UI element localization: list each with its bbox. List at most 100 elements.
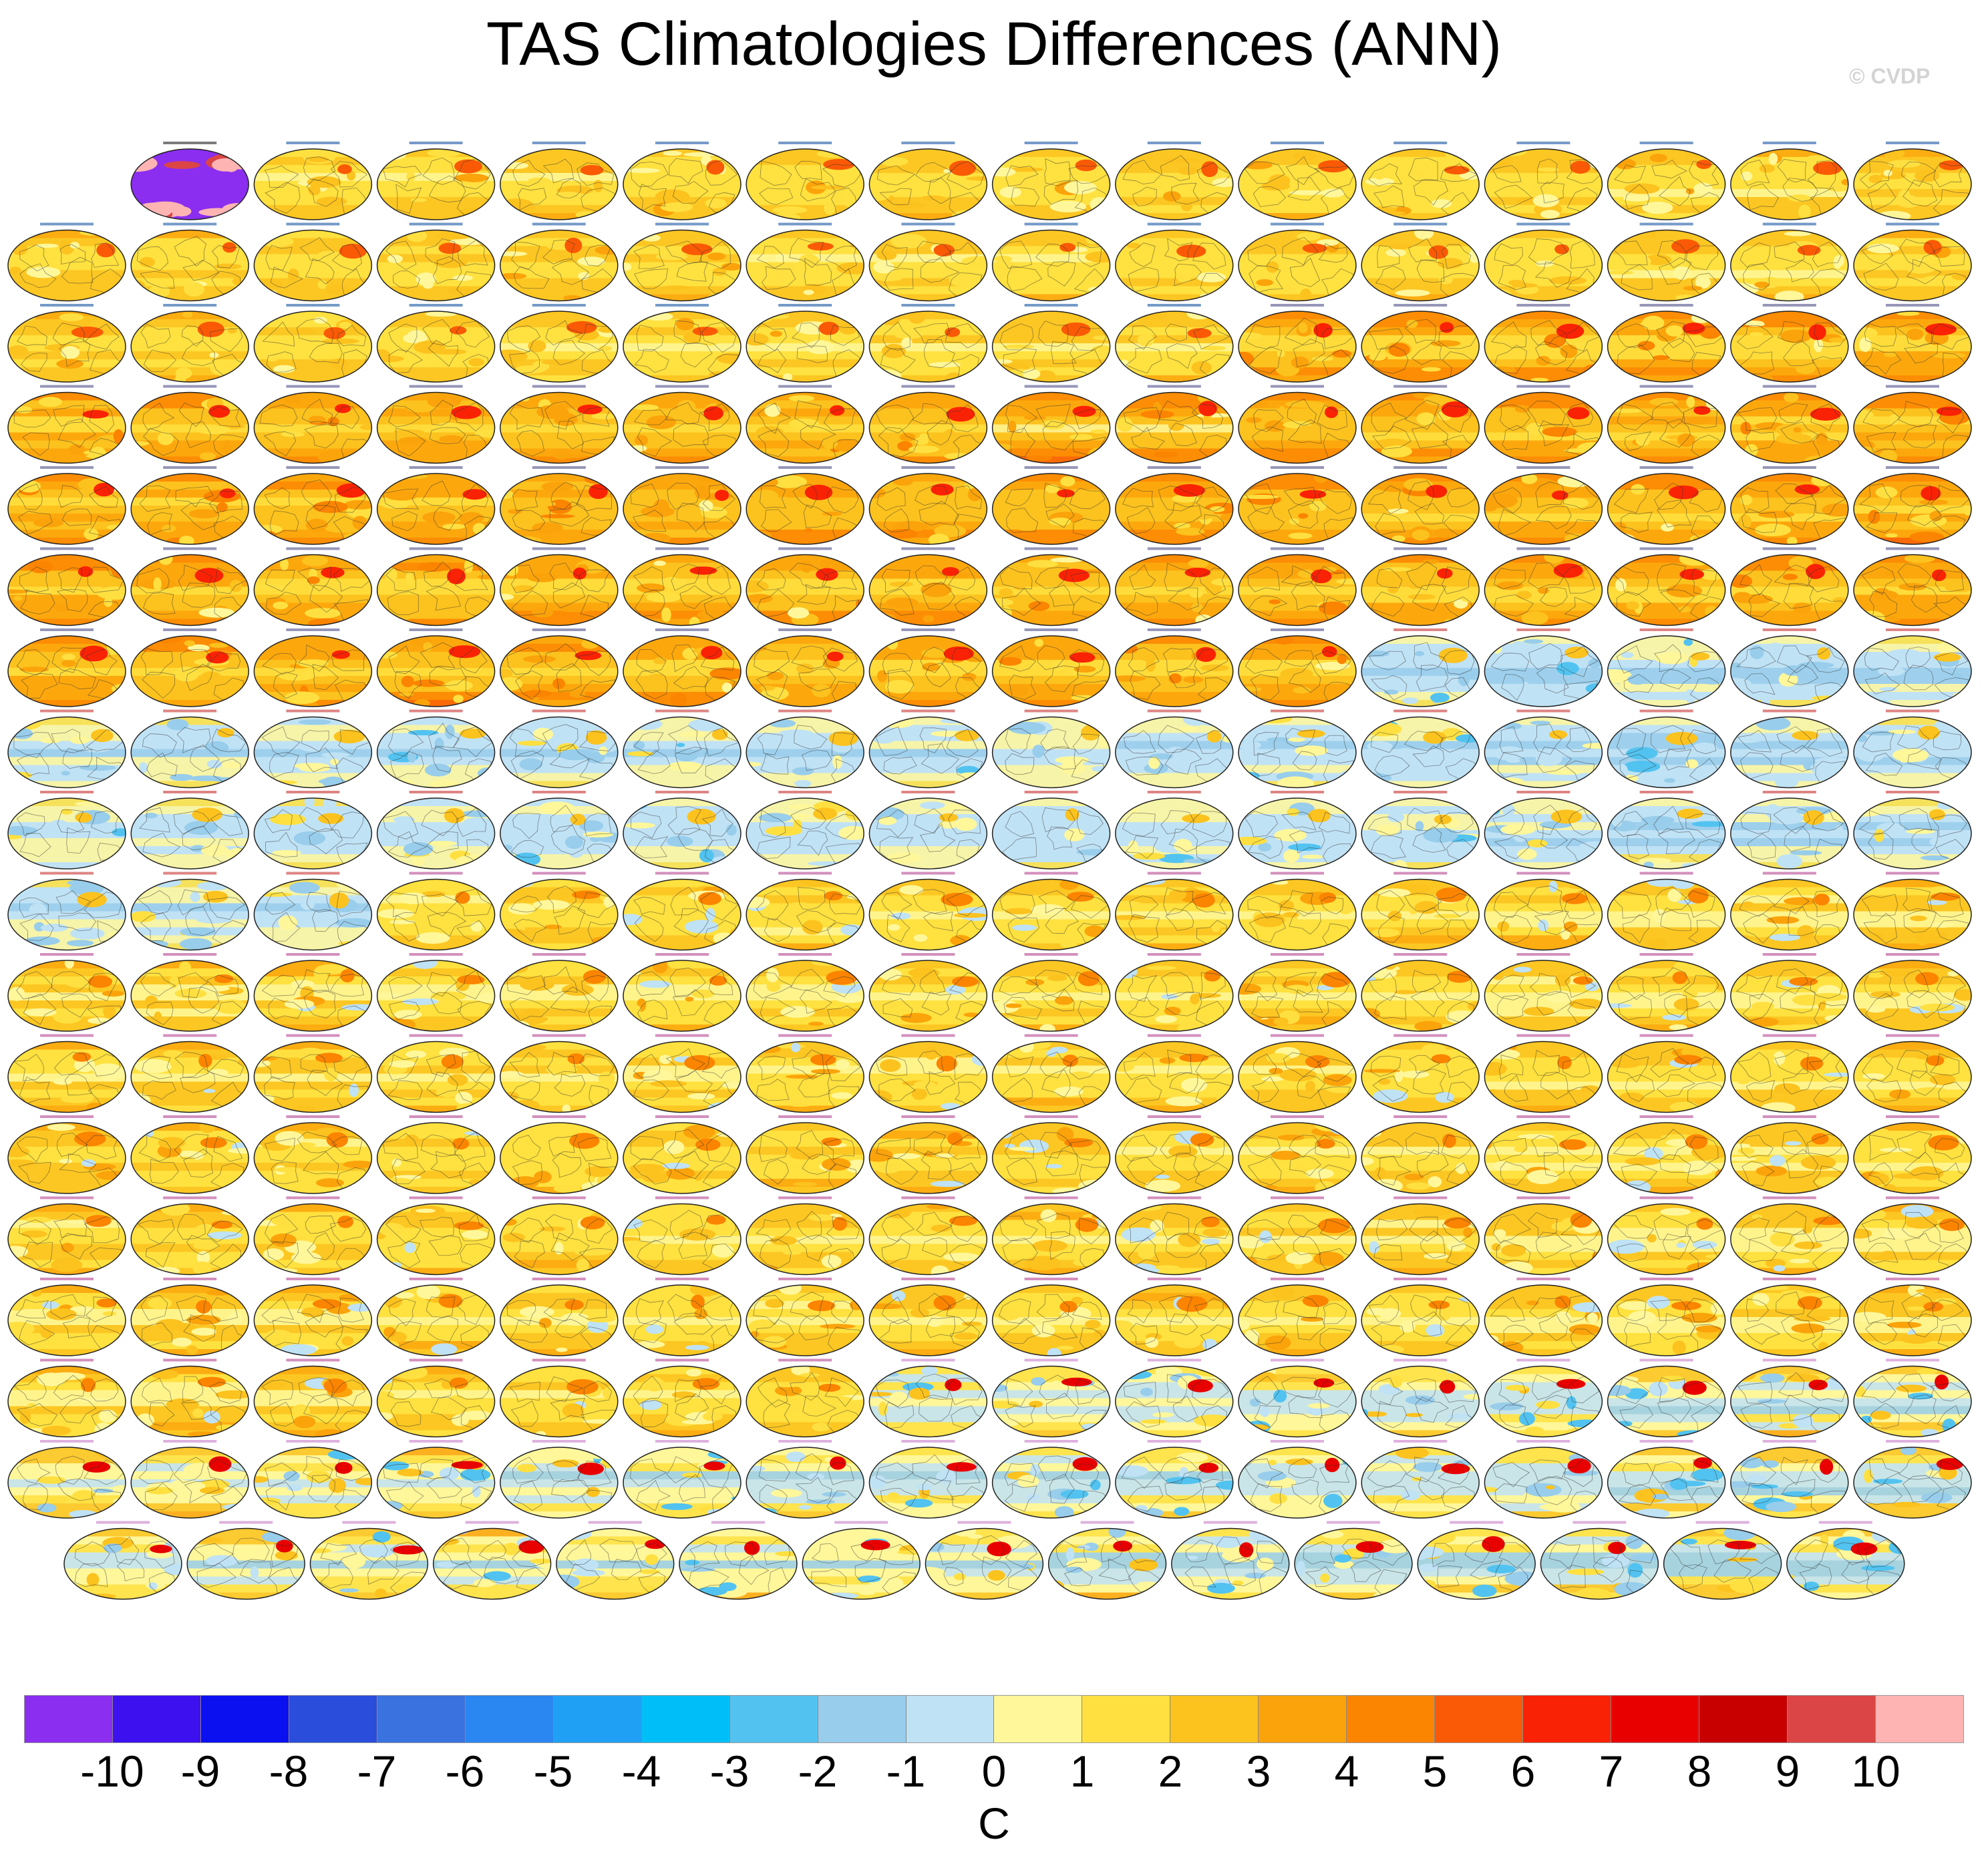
- panel-title: [286, 709, 340, 713]
- panel-title: [532, 385, 586, 388]
- panel-title: [286, 628, 340, 631]
- map-panel: [1730, 953, 1849, 1032]
- panel-title: [778, 1440, 832, 1443]
- page-title: TAS Climatologies Differences (ANN): [486, 10, 1502, 78]
- colorbar-tick-label: 8: [1687, 1746, 1712, 1796]
- map-panel: [1730, 872, 1849, 951]
- panel-title: [655, 142, 709, 144]
- panel-title: [901, 1278, 955, 1280]
- map-panel: [1115, 1278, 1234, 1356]
- panel-title: [901, 1115, 955, 1118]
- map-panel: [1238, 872, 1357, 951]
- panel-title: [1639, 1278, 1693, 1280]
- map-panel: [253, 1115, 373, 1194]
- map-panel: [376, 466, 496, 545]
- map-panel: [991, 1278, 1111, 1356]
- panel-title: [901, 466, 955, 469]
- colorbar-tick-label: 9: [1775, 1746, 1800, 1796]
- map-panel: [253, 222, 373, 302]
- panel-title: [163, 709, 217, 713]
- map-panel: [1730, 1034, 1849, 1113]
- map-panel: [1730, 304, 1849, 383]
- panel-title: [1818, 1521, 1872, 1524]
- map-panel: [1607, 1115, 1726, 1194]
- panel-title: [901, 1358, 955, 1362]
- map-panel: [1361, 791, 1480, 870]
- map-panel: [376, 1358, 496, 1438]
- panel-title: [1886, 1278, 1939, 1280]
- panel-title: [409, 142, 463, 144]
- panel-title: [1639, 142, 1693, 144]
- panel-title: [1080, 1521, 1134, 1524]
- panel-title: [1203, 1521, 1257, 1524]
- panel-title: [40, 385, 94, 388]
- panel-title: [1024, 1440, 1078, 1443]
- map-panel: [1115, 628, 1234, 707]
- map-panel: [1540, 1521, 1659, 1600]
- panel-title: [1639, 791, 1693, 793]
- panel-title: [1639, 1196, 1693, 1199]
- panel-title: [1393, 1196, 1448, 1199]
- map-panel: [868, 466, 988, 545]
- map-panel: [746, 1115, 864, 1194]
- panel-title: [532, 1278, 586, 1280]
- colorbar-box: [1259, 1696, 1347, 1742]
- panel-title: [1516, 1196, 1570, 1199]
- panel-title: [778, 1115, 832, 1118]
- colorbar-tick-label: 3: [1246, 1746, 1271, 1796]
- panel-title: [1147, 1358, 1201, 1362]
- map-panel: [1115, 142, 1234, 220]
- map-panel: [253, 142, 373, 220]
- panel-title: [778, 1196, 832, 1199]
- panel-title: [1639, 547, 1693, 550]
- map-panel: [868, 304, 988, 383]
- panel-title: [1024, 1034, 1078, 1037]
- map-panel: [253, 1196, 373, 1276]
- map-panel: [746, 304, 864, 383]
- panel-title: [40, 304, 94, 307]
- map-panel: [309, 1521, 429, 1600]
- map-panel: [253, 1278, 373, 1356]
- map-panel: [925, 1521, 1044, 1600]
- map-panel: [130, 791, 249, 870]
- map-panel: [1730, 142, 1849, 220]
- colorbar-box: [465, 1696, 554, 1742]
- map-panel: [1238, 222, 1357, 302]
- map-panel: [130, 222, 249, 302]
- panel-title: [1639, 1440, 1693, 1443]
- panel-title: [1516, 1115, 1570, 1118]
- map-panel: [500, 1278, 619, 1356]
- panel-title: [1393, 709, 1448, 713]
- panel-title: [1271, 872, 1324, 875]
- map-panel: [1484, 1278, 1603, 1356]
- colorbar-box: [289, 1696, 377, 1742]
- map-panel: [1238, 1196, 1357, 1276]
- map-panel: [623, 1358, 741, 1438]
- panel-title: [163, 547, 217, 550]
- map-panel: [130, 628, 249, 707]
- map-panel: [1484, 709, 1603, 789]
- panel-title: [219, 1521, 273, 1524]
- map-panel: [376, 709, 496, 789]
- panel-title: [655, 872, 709, 875]
- map-panel: [130, 385, 249, 464]
- panel-title: [1762, 1278, 1816, 1280]
- panel-title: [1147, 872, 1201, 875]
- panel-title: [1516, 709, 1570, 713]
- map-panel: [7, 1278, 126, 1356]
- panel-title: [1762, 953, 1816, 956]
- panel-title: [286, 1115, 340, 1118]
- map-panel: [7, 222, 126, 302]
- map-panel: [253, 628, 373, 707]
- panel-title: [1516, 142, 1570, 144]
- panel-title: [532, 142, 586, 144]
- map-panel: [991, 304, 1111, 383]
- map-panel: [746, 628, 864, 707]
- map-panel: [868, 1358, 988, 1438]
- panel-title: [40, 1115, 94, 1118]
- map-panel: [253, 791, 373, 870]
- map-panel: [868, 791, 988, 870]
- map-panel: [253, 547, 373, 626]
- map-panel: [991, 872, 1111, 951]
- map-panel: [1607, 628, 1726, 707]
